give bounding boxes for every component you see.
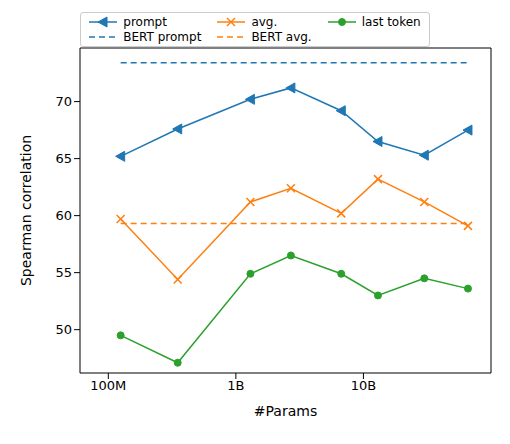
- svg-text:65: 65: [55, 151, 72, 166]
- html-text:prompt: prompt: [123, 15, 167, 29]
- svg-text:100M: 100M: [90, 378, 126, 393]
- svg-text:60: 60: [55, 208, 72, 223]
- html-text:last token: last token: [361, 15, 421, 29]
- svg-text:Spearman correlation: Spearman correlation: [18, 135, 34, 286]
- svg-text:10B: 10B: [351, 378, 376, 393]
- svg-text:50: 50: [55, 322, 72, 337]
- svg-text:1B: 1B: [227, 378, 244, 393]
- svg-text:#Params: #Params: [254, 403, 317, 419]
- svg-text:55: 55: [55, 265, 72, 280]
- html-text:BERT avg.: BERT avg.: [251, 30, 312, 44]
- html-text:avg.: avg.: [251, 15, 278, 29]
- html-text:BERT prompt: BERT prompt: [123, 30, 202, 44]
- svg-text:70: 70: [55, 94, 72, 109]
